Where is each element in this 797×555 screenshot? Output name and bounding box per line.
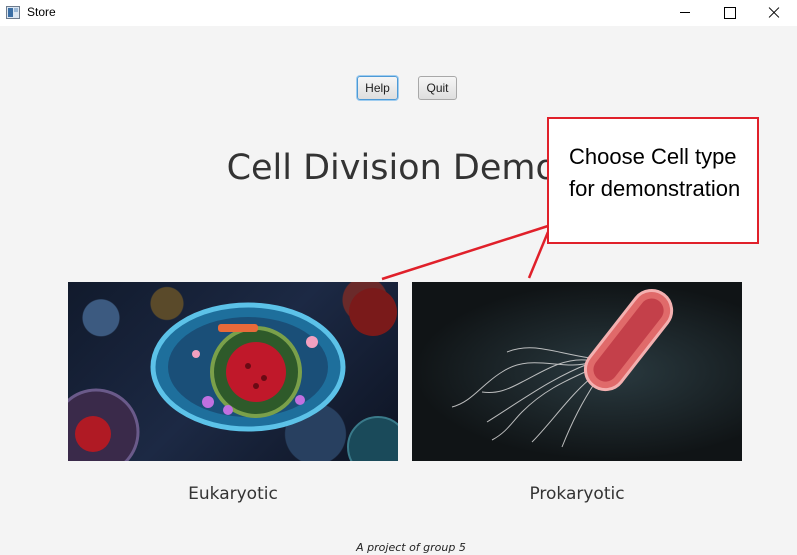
help-button[interactable]: Help	[357, 76, 398, 100]
quit-button[interactable]: Quit	[418, 76, 457, 100]
prokaryotic-bacteria-illustration	[451, 288, 674, 448]
eukaryotic-cell-illustration	[68, 288, 398, 461]
prokaryotic-label: Prokaryotic	[529, 484, 625, 504]
eukaryotic-cell-image[interactable]	[68, 282, 398, 461]
eukaryotic-label: Eukaryotic	[188, 484, 278, 504]
title-bar: Store	[0, 0, 797, 26]
annotation-callout: Choose Cell type for demonstration	[547, 117, 759, 244]
minimize-icon[interactable]	[662, 0, 708, 26]
footer-text: A project of group 5	[356, 541, 466, 554]
window-title: Store	[27, 5, 56, 19]
prokaryotic-bacteria-image[interactable]	[412, 282, 742, 461]
app-window-icon	[6, 6, 20, 19]
callout-text: Choose Cell type for demonstration	[569, 144, 741, 201]
maximize-icon[interactable]	[706, 0, 752, 26]
